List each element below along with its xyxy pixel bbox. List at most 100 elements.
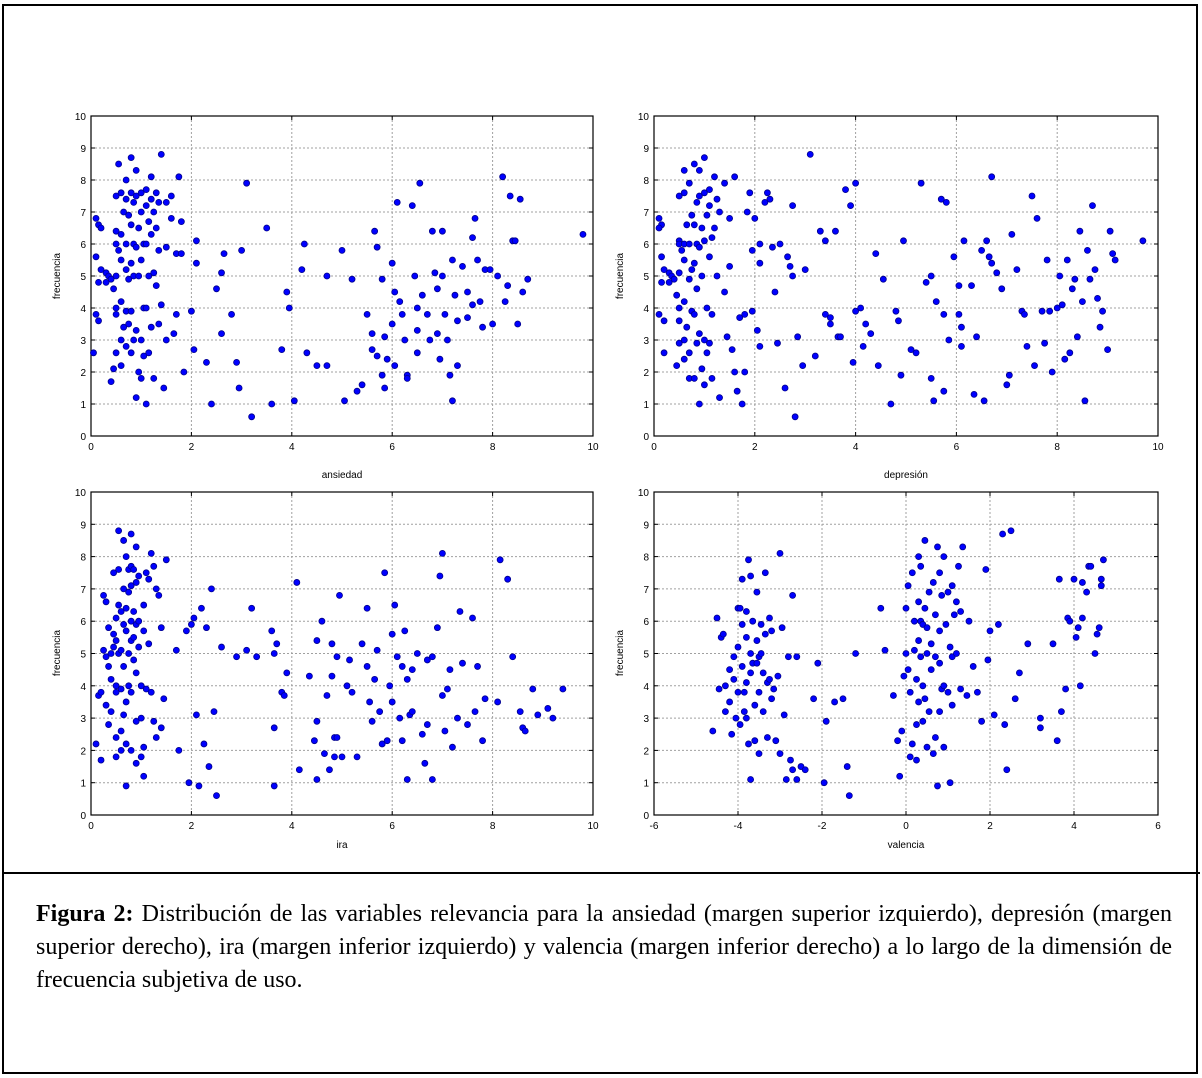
data-point — [1049, 640, 1057, 648]
data-point — [721, 288, 728, 296]
data-point — [504, 575, 512, 583]
data-point — [751, 737, 759, 745]
data-point — [897, 371, 905, 379]
data-point — [1033, 214, 1041, 222]
data-point — [806, 150, 814, 158]
data-point — [117, 685, 125, 693]
data-point — [1106, 227, 1114, 235]
data-point — [145, 575, 153, 583]
data-point — [932, 298, 940, 306]
data-point — [127, 349, 135, 357]
data-point — [368, 346, 376, 354]
data-point — [122, 553, 130, 560]
data-point — [313, 362, 321, 370]
y-tick-label: 10 — [75, 488, 87, 499]
data-point — [346, 656, 353, 664]
data-point — [1001, 721, 1009, 728]
data-point — [921, 604, 929, 612]
y-axis-label: frecuencia — [615, 252, 626, 299]
data-point — [127, 747, 135, 754]
data-point — [747, 650, 754, 657]
data-point — [142, 304, 150, 312]
data-point — [519, 288, 527, 296]
data-point — [501, 298, 509, 306]
data-point — [122, 604, 130, 612]
data-point — [358, 640, 366, 648]
data-point — [494, 272, 502, 280]
data-point — [921, 537, 929, 544]
data-point — [323, 692, 331, 699]
data-point — [408, 202, 416, 210]
data-point — [974, 688, 981, 696]
data-point — [150, 269, 158, 277]
data-point — [516, 195, 524, 203]
data-point — [753, 588, 761, 596]
data-point — [549, 714, 557, 722]
data-point — [110, 643, 117, 651]
y-tick-label: 6 — [80, 617, 86, 628]
data-point — [426, 336, 434, 344]
x-axis-label: depresión — [884, 470, 928, 481]
data-point — [892, 307, 900, 315]
data-point — [701, 237, 708, 245]
data-point — [1073, 333, 1081, 341]
data-point — [1068, 285, 1076, 293]
data-point — [464, 721, 471, 728]
data-point — [923, 624, 931, 632]
data-point — [690, 160, 698, 168]
y-tick-label: 3 — [80, 714, 86, 725]
data-point — [946, 779, 954, 787]
data-point — [127, 582, 135, 590]
data-point — [887, 400, 895, 408]
data-point — [953, 650, 960, 657]
data-point — [690, 259, 698, 267]
data-point — [978, 246, 985, 254]
x-tick-label: 2 — [752, 442, 758, 453]
data-point — [481, 695, 489, 703]
data-point — [655, 310, 663, 318]
data-point — [449, 256, 456, 264]
data-point — [728, 730, 736, 738]
data-point — [185, 779, 193, 787]
data-point — [90, 349, 97, 357]
data-point — [902, 604, 910, 612]
data-point — [690, 221, 698, 229]
data-point — [698, 224, 706, 232]
data-point — [923, 650, 931, 657]
data-point — [755, 750, 763, 758]
data-point — [984, 656, 992, 664]
data-point — [896, 772, 904, 780]
data-point — [120, 323, 128, 331]
data-point — [683, 323, 691, 331]
x-tick-label: 6 — [389, 821, 395, 832]
data-point — [381, 333, 389, 341]
data-point — [695, 166, 703, 174]
data-point — [117, 646, 125, 654]
y-tick-label: 2 — [80, 746, 86, 757]
data-point — [391, 601, 399, 609]
data-point — [680, 189, 688, 197]
data-point — [446, 666, 454, 674]
data-point — [132, 166, 140, 174]
data-point — [137, 714, 145, 722]
data-point — [1016, 669, 1023, 677]
data-point — [769, 243, 776, 251]
y-tick-label: 5 — [643, 272, 649, 283]
data-point — [925, 588, 933, 596]
data-point — [908, 569, 916, 577]
data-point — [220, 250, 228, 258]
data-point — [757, 650, 765, 657]
x-tick-label: 8 — [1054, 442, 1060, 453]
data-point — [965, 617, 973, 625]
data-point — [953, 598, 960, 606]
data-point — [182, 627, 190, 635]
data-point — [95, 317, 102, 325]
data-point — [701, 336, 708, 344]
data-point — [112, 272, 120, 280]
data-point — [92, 310, 100, 318]
y-tick-label: 8 — [643, 176, 649, 187]
data-point — [753, 659, 761, 667]
data-point — [579, 230, 587, 238]
data-point — [147, 195, 155, 203]
data-point — [948, 582, 956, 590]
